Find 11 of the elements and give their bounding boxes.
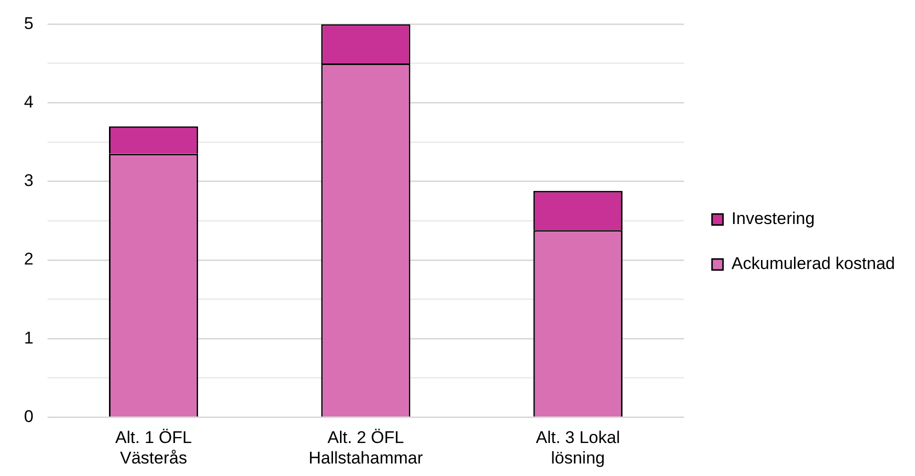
legend-label: Investering (732, 209, 815, 228)
y-tick-label: 4 (24, 92, 34, 112)
x-tick-label: Alt. 3 Lokal lösning (536, 428, 620, 468)
y-tick-label: 5 (24, 14, 34, 33)
y-tick-label: 3 (24, 171, 34, 190)
legend-label: Ackumulerad kostnad (732, 254, 896, 274)
x-tick-label: Alt. 2 ÖFL Hallstahammar (308, 428, 424, 468)
y-tick-label: 2 (24, 250, 34, 269)
y-tick-label: 0 (24, 406, 34, 426)
y-tick-label: 1 (24, 328, 34, 348)
x-tick-label: Alt. 1 ÖFL Västerås (115, 428, 192, 468)
